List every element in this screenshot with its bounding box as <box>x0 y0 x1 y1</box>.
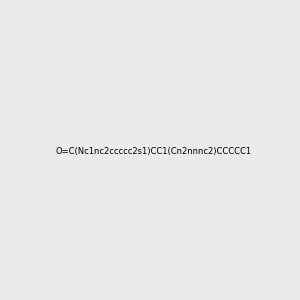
Text: O=C(Nc1nc2ccccc2s1)CC1(Cn2nnnc2)CCCCC1: O=C(Nc1nc2ccccc2s1)CC1(Cn2nnnc2)CCCCC1 <box>56 147 252 156</box>
